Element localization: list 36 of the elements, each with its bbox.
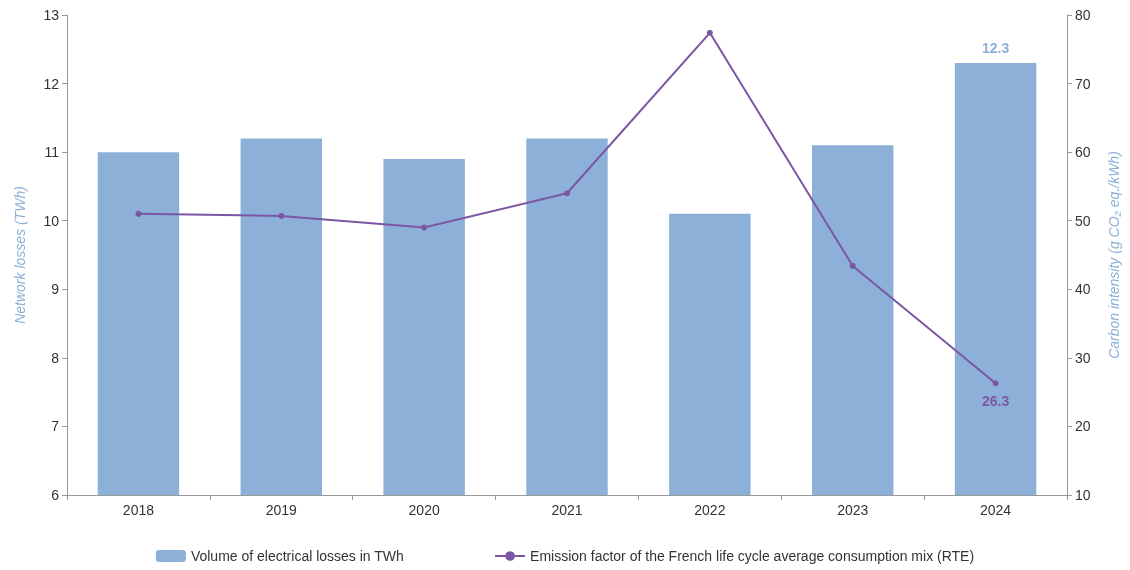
point xyxy=(992,380,999,387)
point xyxy=(278,212,285,219)
data-label: 12.3 xyxy=(981,40,1010,56)
x-tick-label: 2019 xyxy=(265,502,298,518)
legend-label: Emission factor of the French life cycle average consumption mix (RTE) xyxy=(530,548,975,564)
y2-tick-label: 30 xyxy=(1075,349,1091,366)
x-tick-label: 2022 xyxy=(694,502,726,518)
y-tick-label: 6 xyxy=(51,487,60,503)
y2-tick-label: 40 xyxy=(1075,281,1091,298)
point xyxy=(849,262,856,269)
y2-tick-label: 70 xyxy=(1075,75,1091,92)
y-tick-label: 13 xyxy=(43,7,60,23)
x-tick-label: 2020 xyxy=(408,502,440,518)
y2-tick-label: 80 xyxy=(1075,7,1091,23)
x-tick-label: 2018 xyxy=(122,502,155,518)
legend-label: Volume of electrical losses in TWh xyxy=(190,548,404,564)
y2-tick-label: 60 xyxy=(1075,144,1091,161)
x-tick-label: 2023 xyxy=(837,502,869,518)
point xyxy=(564,190,570,197)
y2-tick-label: 20 xyxy=(1075,418,1091,435)
y2-axis-title: Carbon intensity (g CO₂ eq./kWh) xyxy=(1106,151,1122,359)
y2-tick-label: 10 xyxy=(1075,487,1091,503)
y-tick-label: 10 xyxy=(43,212,60,229)
data-label: 26.3 xyxy=(981,393,1010,410)
y-tick-label: 9 xyxy=(51,281,60,298)
point xyxy=(135,210,142,217)
x-tick-label: 2021 xyxy=(551,502,583,518)
y-tick-label: 8 xyxy=(51,349,60,366)
y-tick-label: 7 xyxy=(51,418,60,435)
y-tick-label: 12 xyxy=(43,75,60,92)
point xyxy=(421,224,428,231)
y2-tick-label: 50 xyxy=(1075,212,1091,229)
point xyxy=(706,29,713,36)
y-tick-label: 11 xyxy=(44,144,60,161)
x-tick-label: 2024 xyxy=(979,502,1012,518)
y-axis-title: Network losses (TWh) xyxy=(12,186,28,324)
